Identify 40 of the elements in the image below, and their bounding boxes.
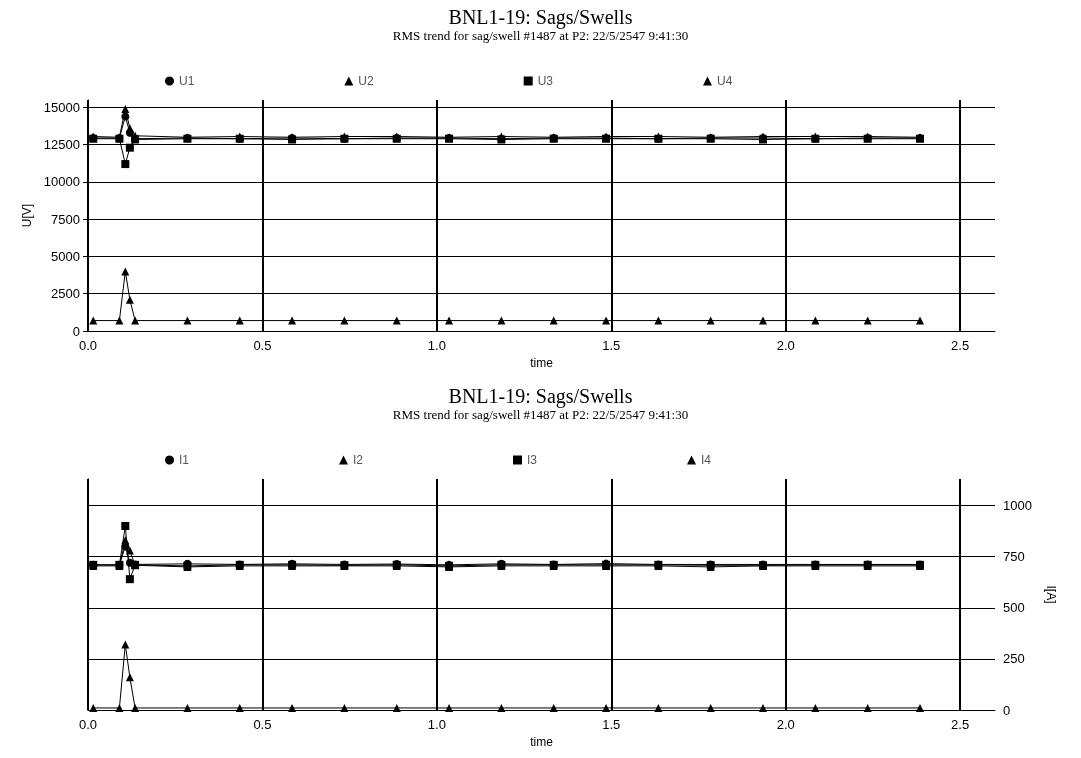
- y-tick-label: 15000: [43, 99, 80, 115]
- chart-subtitle: RMS trend for sag/swell #1487 at P2: 22/5/2547 9:41:30: [392, 407, 689, 422]
- x-tick-label: 2.5: [951, 338, 970, 353]
- y-tick-label: 250: [1003, 651, 1025, 667]
- x-axis-title: time: [530, 735, 554, 749]
- y-tick-label: 12500: [43, 137, 80, 153]
- legend-label: U2: [358, 74, 375, 88]
- x-tick-label: 1.5: [602, 717, 621, 732]
- x-tick-label: 1.0: [427, 717, 446, 732]
- chart-subtitle: RMS trend for sag/swell #1487 at P2: 22/5/2547 9:41:30: [392, 28, 689, 43]
- x-tick-label: 2.0: [776, 717, 795, 732]
- y-tick-label: 0: [72, 323, 80, 339]
- x-tick-label: 0.0: [78, 338, 98, 353]
- legend-label: U4: [717, 74, 733, 88]
- y-tick-label: 500: [1003, 600, 1025, 616]
- y-tick-label: 5000: [51, 248, 80, 264]
- x-tick-label: 0.5: [253, 717, 272, 732]
- legend-label: U1: [179, 74, 195, 88]
- chart-title: BNL1-19: Sags/Swells: [448, 6, 633, 29]
- legend-label: I1: [179, 453, 190, 467]
- legend-label: I4: [701, 453, 712, 467]
- y-tick-label: 0: [1003, 702, 1011, 718]
- y-tick-label: 750: [1003, 549, 1025, 565]
- y-axis-title: U[V]: [19, 203, 34, 228]
- x-tick-label: 2.5: [951, 717, 970, 732]
- legend-label: U3: [537, 74, 554, 88]
- y-tick-label: 2500: [51, 286, 80, 302]
- x-tick-label: 1.5: [602, 338, 621, 353]
- y-tick-label: 1000: [1003, 498, 1032, 514]
- x-tick-label: 1.0: [427, 338, 446, 353]
- y-axis-title: I[A]: [1044, 585, 1058, 604]
- legend-label: I3: [527, 453, 538, 467]
- x-tick-label: 0.5: [253, 338, 272, 353]
- legend-label: I2: [353, 453, 364, 467]
- x-tick-label: 0.0: [78, 717, 98, 732]
- y-tick-label: 7500: [51, 211, 80, 227]
- x-tick-label: 2.0: [776, 338, 795, 353]
- y-tick-label: 10000: [43, 174, 80, 190]
- chart-title: BNL1-19: Sags/Swells: [448, 385, 633, 408]
- x-axis-title: time: [530, 356, 554, 370]
